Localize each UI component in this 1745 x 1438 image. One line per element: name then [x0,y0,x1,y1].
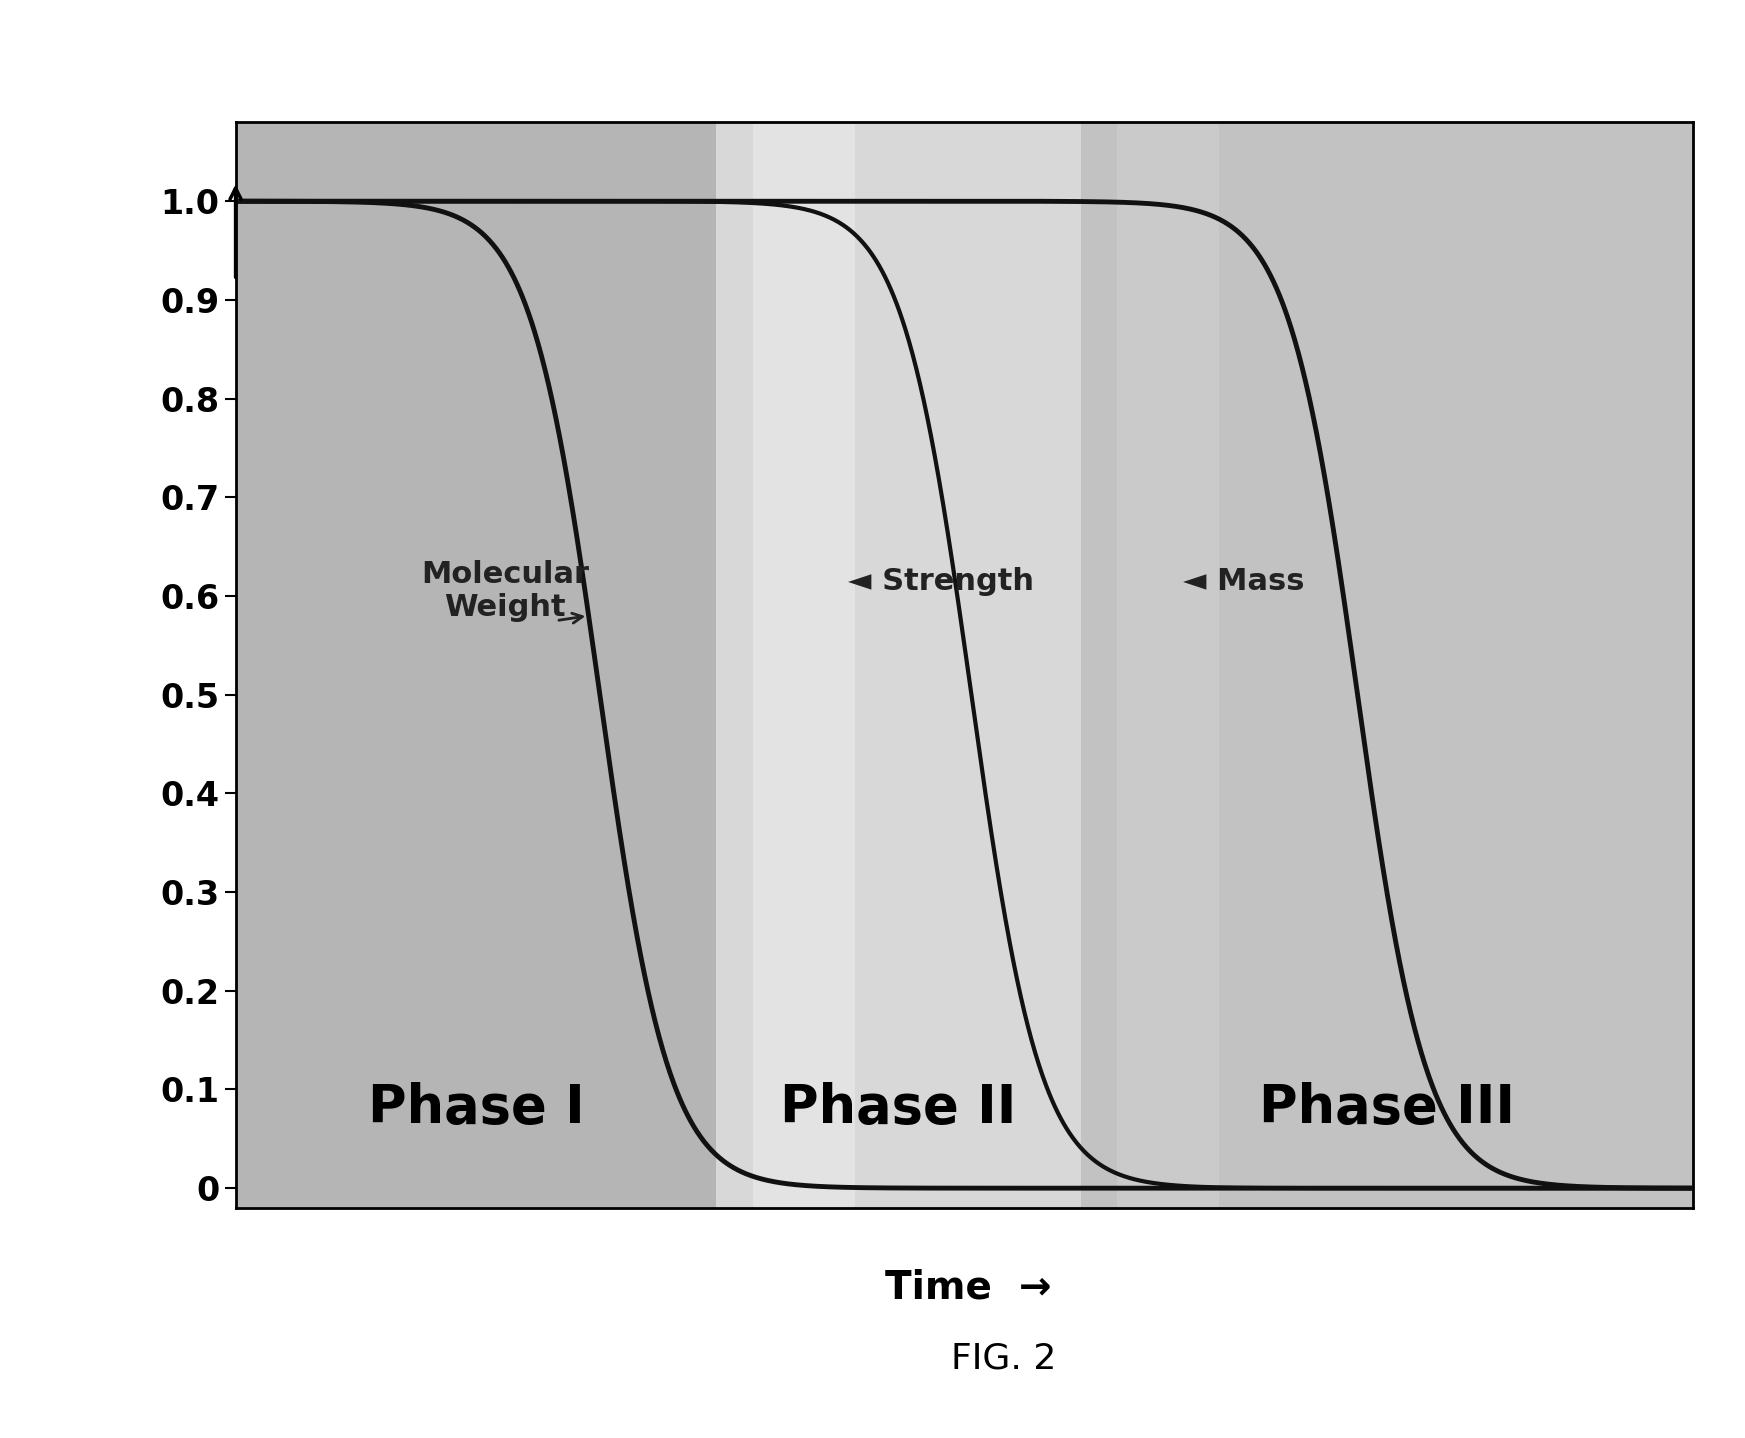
Text: ◄ Mass: ◄ Mass [1183,567,1304,595]
Bar [236,122,717,1208]
Text: Phase III: Phase III [1258,1081,1515,1135]
Text: Molecular
Weight: Molecular Weight [421,559,590,623]
Bar [752,122,855,1208]
Bar [1117,122,1220,1208]
Text: Phase II: Phase II [780,1081,1017,1135]
Bar [1080,122,1693,1208]
Text: ◄ Strength: ◄ Strength [848,567,1033,595]
Text: FIG. 2: FIG. 2 [951,1342,1056,1376]
Text: Time  →: Time → [885,1268,1052,1306]
Text: Phase I: Phase I [368,1081,585,1135]
Bar [717,122,1080,1208]
